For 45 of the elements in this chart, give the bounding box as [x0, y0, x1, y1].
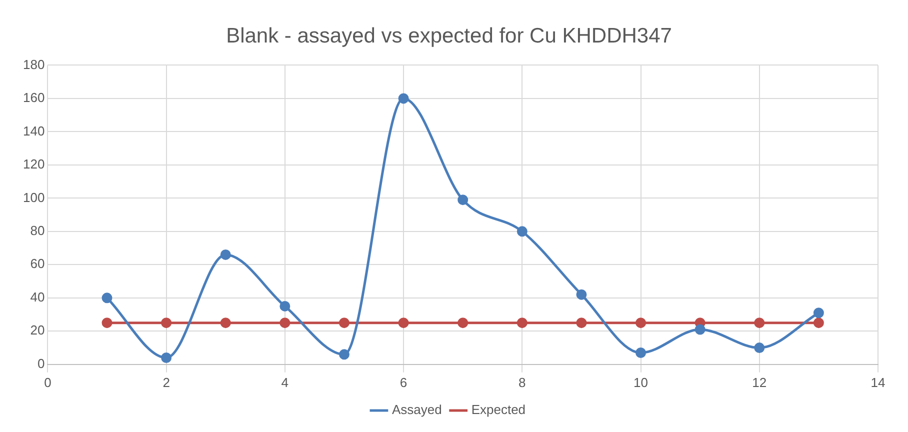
point [576, 289, 587, 300]
point [458, 194, 468, 206]
legend-label: Expected [471, 402, 526, 418]
chart-title: Blank - assayed vs expected for Cu KHDDH347 [226, 24, 672, 48]
point [516, 318, 528, 328]
y-tick-label: 60 [30, 256, 45, 272]
point [102, 292, 112, 304]
point [516, 226, 528, 237]
y-tick-label: 180 [22, 56, 45, 72]
legend-label: Assayed [392, 402, 442, 418]
y-tick-label: 20 [30, 322, 45, 338]
y-tick-label: 80 [30, 223, 45, 238]
point [754, 342, 765, 354]
point [636, 318, 646, 328]
y-tick-label: 100 [22, 190, 45, 205]
x-tick-label: 14 [870, 374, 886, 390]
point [220, 318, 231, 328]
point [576, 318, 587, 328]
point [338, 349, 350, 360]
point [338, 318, 350, 328]
point [280, 300, 290, 312]
x-tick-label: 8 [518, 374, 526, 390]
y-tick-label: 140 [22, 123, 45, 138]
point [161, 352, 172, 363]
x-tick-label: 10 [634, 374, 648, 390]
point [458, 318, 468, 328]
point [398, 93, 409, 104]
x-tick-label: 2 [162, 374, 170, 390]
y-tick-label: 40 [30, 289, 45, 304]
y-tick-label: 0 [37, 356, 45, 371]
point [220, 249, 231, 260]
y-tick-label: 120 [22, 156, 45, 172]
point [813, 308, 824, 318]
point [694, 324, 706, 335]
x-tick-label: 12 [752, 374, 767, 390]
point [102, 318, 112, 328]
x-tick-label: 6 [400, 374, 408, 390]
point [280, 318, 290, 328]
x-tick-label: 4 [281, 374, 289, 390]
point [161, 318, 172, 328]
point [636, 348, 646, 358]
point [398, 318, 409, 328]
point [813, 318, 824, 328]
point [754, 318, 765, 328]
y-tick-label: 160 [22, 90, 45, 106]
